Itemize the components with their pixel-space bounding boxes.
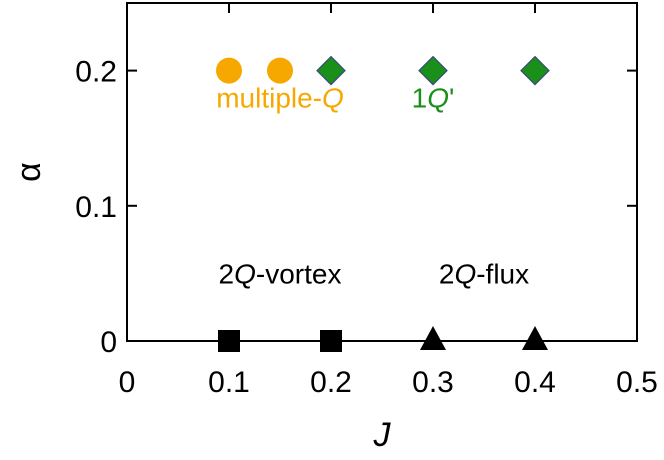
- x-tick-label: 0: [119, 366, 136, 399]
- x-tick-label: 0.3: [412, 366, 454, 399]
- region-label: 2Q-vortex: [219, 258, 342, 289]
- axis-tick-labels: 0 0.1 0.2 0.3 0.4 0.5 0 0.1 0.2: [75, 56, 658, 399]
- region-label: 2Q-flux: [439, 258, 529, 289]
- x-tick-label: 0.5: [616, 366, 658, 399]
- triangle-marker: [420, 326, 446, 350]
- x-axis-title: J: [373, 416, 392, 454]
- circle-marker: [216, 57, 242, 84]
- y-tick-label: 0: [100, 326, 117, 359]
- y-axis-title: α: [10, 162, 48, 182]
- data-markers: [216, 55, 550, 352]
- diamond-marker: [520, 55, 550, 86]
- region-annotations: multiple-Q 1Q' 2Q-vortex 2Q-flux: [216, 83, 529, 290]
- axis-ticks: [126, 3, 638, 342]
- square-marker: [218, 330, 240, 352]
- x-tick-label: 0.2: [310, 366, 352, 399]
- region-label: multiple-Q: [216, 83, 344, 114]
- diamond-marker: [316, 55, 346, 86]
- diamond-marker: [418, 55, 448, 86]
- triangle-marker: [522, 326, 548, 350]
- y-tick-label: 0.2: [75, 56, 117, 89]
- x-tick-label: 0.4: [514, 366, 556, 399]
- square-marker: [320, 330, 342, 352]
- region-label: 1Q': [412, 83, 455, 114]
- x-tick-label: 0.1: [208, 366, 250, 399]
- y-tick-label: 0.1: [75, 191, 117, 224]
- circle-marker: [267, 57, 293, 84]
- plot-frame: [126, 2, 638, 342]
